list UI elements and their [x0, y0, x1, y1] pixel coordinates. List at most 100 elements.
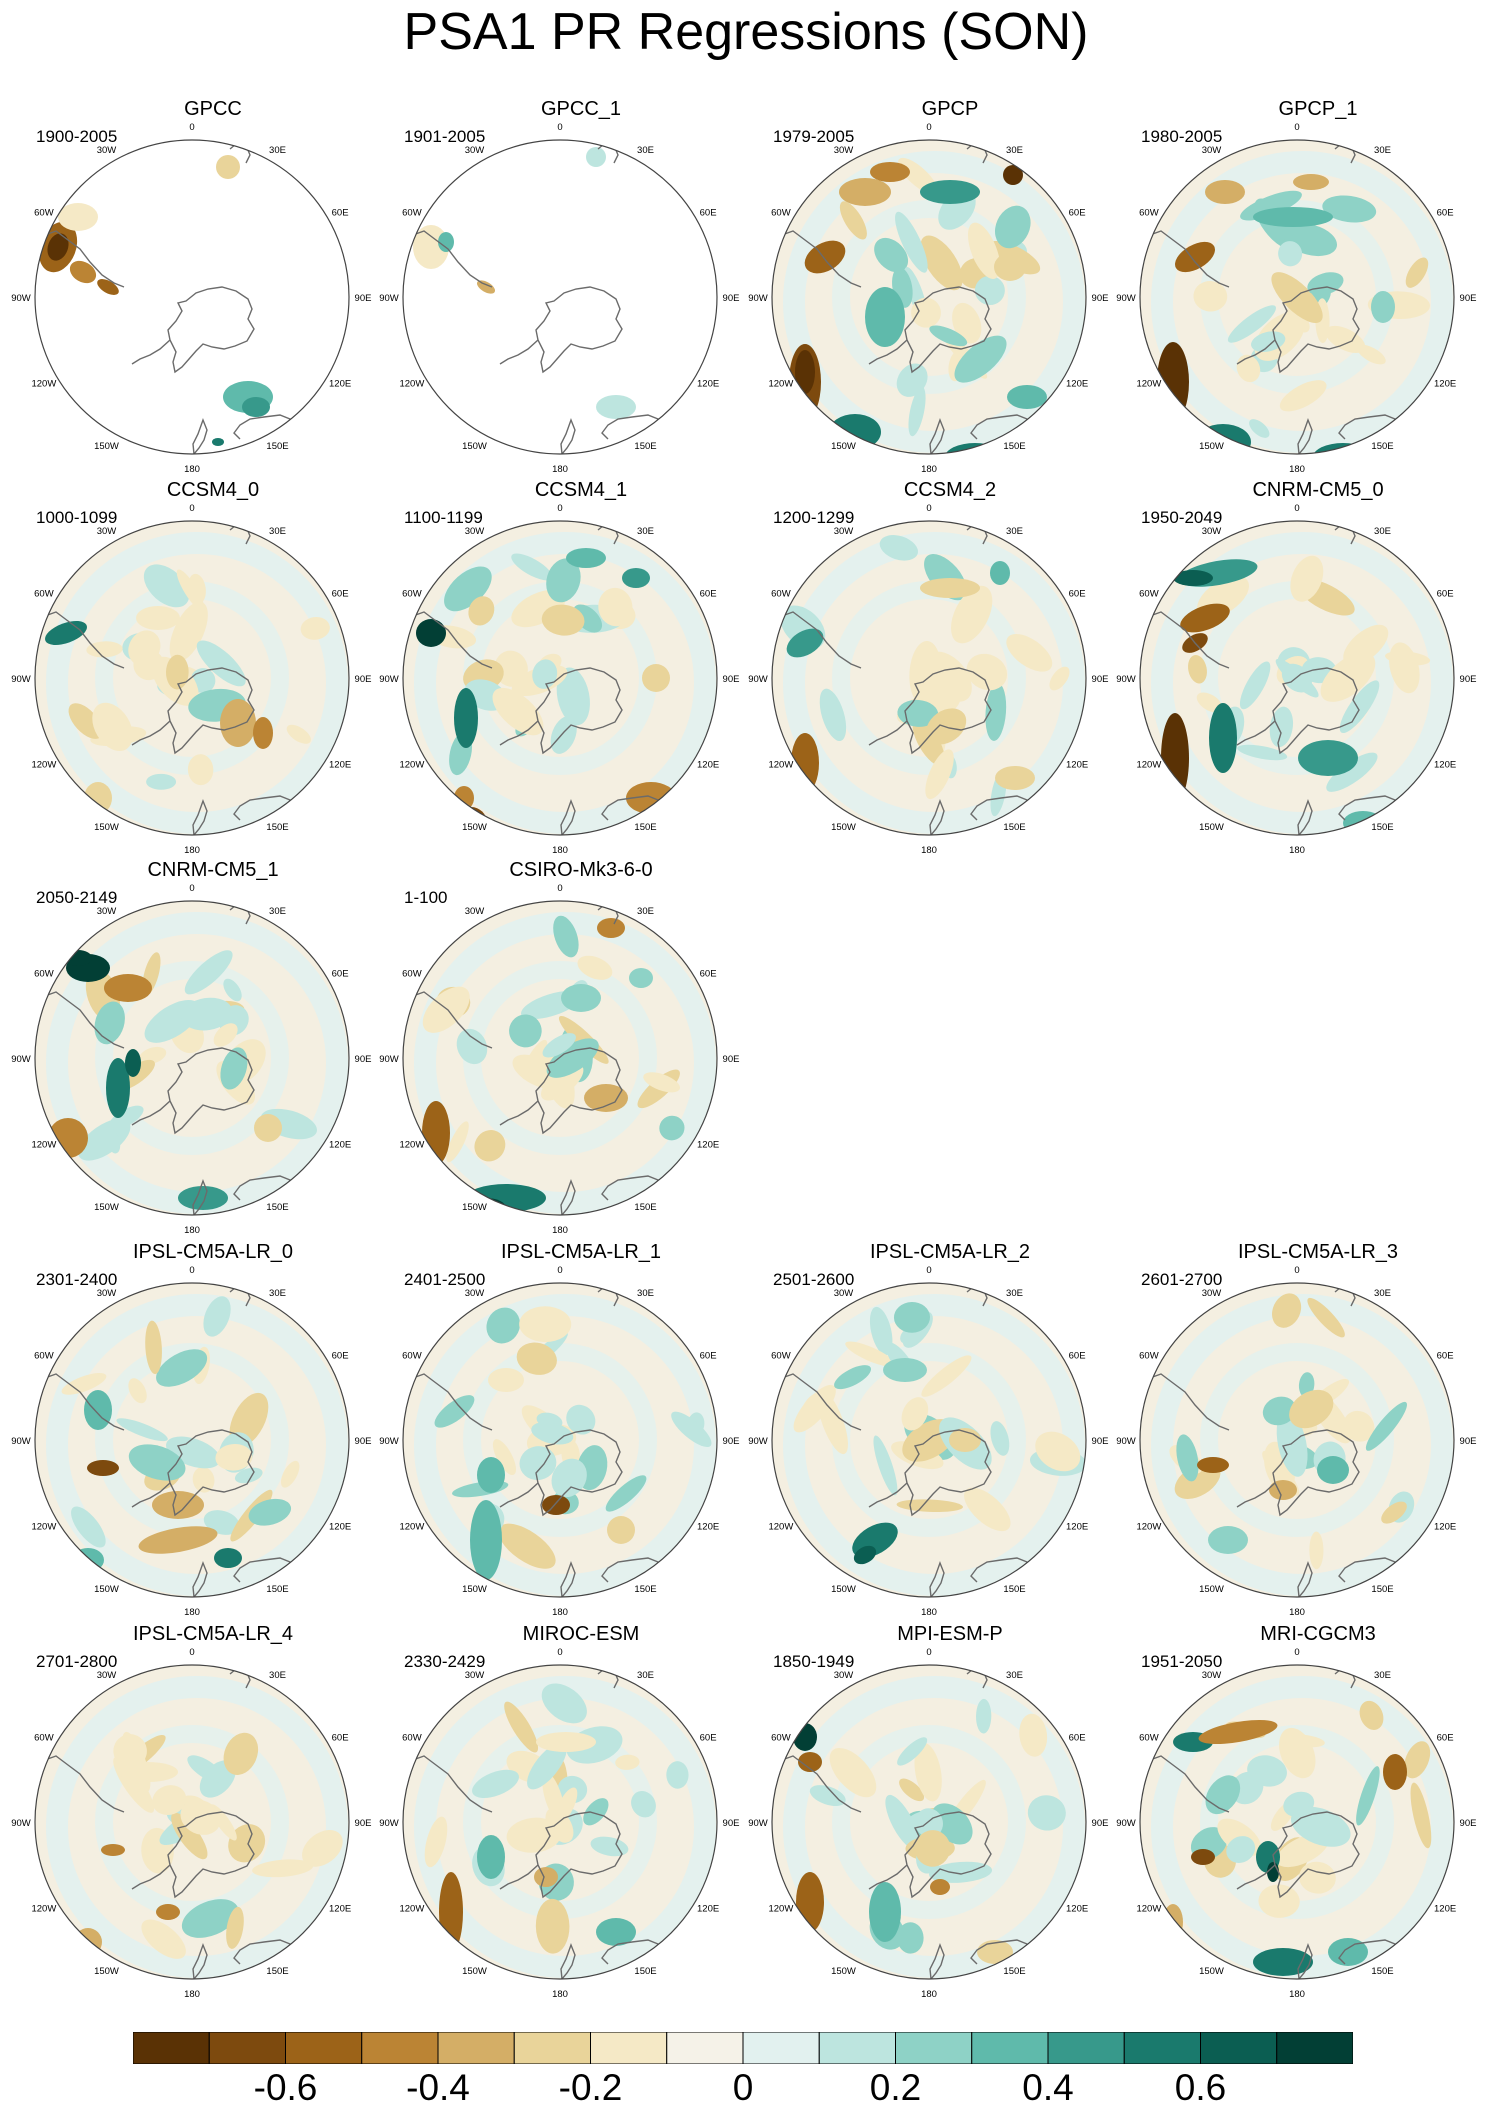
contour-fill [422, 986, 470, 1033]
regression-field [1140, 1665, 1454, 1979]
contour-fill [629, 968, 653, 988]
panel-period: 2401-2500 [404, 1270, 486, 1289]
contour-fill [71, 1506, 106, 1548]
panel-title: GPCC_1 [540, 98, 622, 120]
antarctica-coastline [535, 1047, 623, 1135]
regression-field [1140, 1283, 1454, 1597]
antarctica-coastline [904, 667, 992, 755]
contour-fill [583, 1798, 609, 1826]
longitude-tick-label: 120W [1136, 1522, 1161, 1533]
antarctic-peninsula-coastline [131, 1100, 171, 1126]
longitude-tick-label: 30W [97, 1288, 117, 1299]
contour-fill [584, 1084, 628, 1112]
contour-fill [798, 1752, 822, 1772]
contour-fill [920, 578, 980, 598]
contour-fill [58, 203, 98, 231]
longitude-tick-label: 90E [723, 674, 740, 685]
contour-fill [254, 1114, 282, 1142]
longitude-tick-label: 90W [1116, 1436, 1136, 1447]
panel-title: CNRM-CM5_0 [1252, 479, 1384, 501]
contour-fill [118, 1762, 178, 1782]
longitude-tick-label: 150E [266, 1584, 288, 1595]
longitude-tick-label: 90W [1116, 1818, 1136, 1829]
longitude-tick-label: 180 [1289, 464, 1305, 475]
contour-fill [476, 280, 496, 294]
contour-fill [105, 1128, 121, 1154]
longitude-tick-label: 120W [768, 1522, 793, 1533]
longitude-tick-label: 120E [1434, 1904, 1456, 1915]
longitude-tick-label: 120E [329, 760, 351, 771]
colorbar-tick-label: 0.4 [1022, 2067, 1074, 2108]
antarctica-coastline [1272, 286, 1360, 374]
contour-fill [897, 1737, 928, 1766]
contour-fill [912, 717, 945, 766]
contour-fill [1278, 241, 1303, 267]
colorbar-labels: -0.6 -0.4 -0.2 0 0.2 0.4 0.6 [0, 2068, 1492, 2110]
new-zealand-coastline [192, 1943, 208, 1979]
south-america-coastline [409, 1755, 493, 1813]
longitude-tick-label: 0 [1294, 122, 1299, 133]
south-america-coastline [1146, 230, 1230, 288]
longitude-tick-label: 90W [1116, 293, 1136, 304]
panel-title: CNRM-CM5_1 [147, 859, 279, 881]
longitude-tick-label: 60E [332, 208, 349, 219]
longitude-tick-label: 90W [11, 1436, 31, 1447]
longitude-tick-label: 30W [834, 1670, 854, 1681]
contour-fill [280, 1460, 300, 1488]
map-panel: 0 30E 60E 90E 120E 150E 180 150W 120W 90W 60W 30W GP… [748, 97, 1135, 475]
map-panel: 0 30E 60E 90E 120E 150E 180 150W 120W 90W 60W 30W CN… [1116, 478, 1492, 856]
longitude-tick-label: 120E [1434, 1522, 1456, 1533]
contour-fill [1307, 1297, 1345, 1338]
polar-map: 0 30E 60E 90E 120E 150E 180 150W 120W 90W 60W 30W [748, 122, 1108, 475]
contour-fill [566, 548, 606, 568]
contour-fill [819, 688, 847, 742]
longitude-tick-label: 90W [748, 1436, 768, 1447]
contour-fill [1279, 380, 1327, 412]
longitude-tick-label: 90W [379, 1436, 399, 1447]
longitude-tick-label: 180 [1289, 845, 1305, 856]
contour-fill [104, 974, 152, 1002]
longitude-tick-label: 60W [34, 969, 54, 980]
new-zealand-coastline [560, 1179, 576, 1215]
longitude-tick-label: 90W [748, 293, 768, 304]
longitude-tick-label: 60W [34, 589, 54, 600]
contour-fill [1326, 752, 1378, 792]
south-america-coastline [409, 1373, 493, 1431]
panel-period: 2301-2400 [36, 1270, 118, 1289]
regression-field [35, 1665, 349, 1979]
contour-fill [929, 325, 968, 347]
antarctica-coastline [167, 286, 255, 374]
panel-period: 1100-1199 [404, 508, 483, 527]
longitude-tick-label: 60W [771, 208, 791, 219]
longitude-tick-label: 90E [723, 1436, 740, 1447]
contour-fill [196, 640, 246, 687]
antarctica-coastline [1272, 667, 1360, 755]
longitude-tick-label: 0 [557, 122, 562, 133]
longitude-tick-label: 120E [1066, 760, 1088, 771]
longitude-tick-label: 0 [1294, 1265, 1299, 1276]
contour-fill [1383, 1754, 1407, 1790]
longitude-tick-label: 90W [748, 674, 768, 685]
contour-fill [1267, 1862, 1279, 1882]
contour-fill [446, 1121, 469, 1163]
contour-fill [1251, 331, 1286, 353]
map-boundary-circle [34, 139, 350, 455]
antarctic-peninsula-coastline [1236, 339, 1276, 365]
longitude-tick-label: 60E [1069, 208, 1086, 219]
contour-fill [834, 1365, 872, 1390]
antarctica-coastline [535, 286, 623, 374]
contour-fill [1007, 385, 1047, 409]
contour-fill [1271, 272, 1323, 323]
contour-fill [212, 438, 224, 446]
contour-fill [596, 1918, 636, 1946]
contour-fill [69, 260, 97, 284]
polar-map: 0 30E 60E 90E 120E 150E 180 150W 120W 90W 60W 30W [379, 883, 739, 1236]
colorbar-swatch [971, 2032, 1049, 2064]
contour-fill [234, 1467, 263, 1484]
longitude-tick-label: 150W [94, 822, 119, 833]
contour-fill [1227, 305, 1276, 343]
map-boundary-circle [1139, 1282, 1455, 1598]
new-zealand-coastline [192, 418, 208, 454]
contour-fill [925, 651, 972, 702]
map-panel: 0 30E 60E 90E 120E 150E 180 150W 120W 90W 60W 30W GP… [379, 97, 766, 475]
